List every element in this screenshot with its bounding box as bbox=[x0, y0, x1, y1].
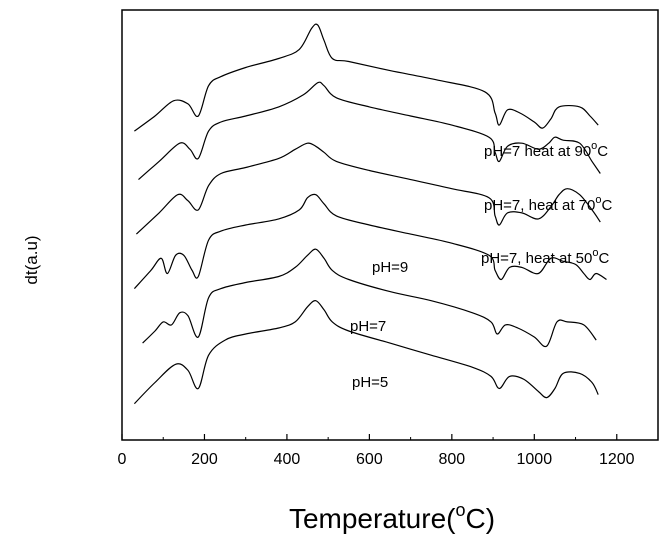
curve-label-degree: o bbox=[595, 194, 601, 206]
x-tick-label-1200: 1200 bbox=[599, 451, 635, 468]
y-axis-label: dt(a.u) bbox=[22, 235, 41, 284]
curve-1 bbox=[134, 23, 599, 132]
x-axis-label-unit: C) bbox=[465, 503, 495, 534]
curve-2 bbox=[138, 81, 601, 181]
x-axis-ticks: 0 200 400 600 800 1000 1200 bbox=[118, 434, 635, 468]
x-axis-label-degree: o bbox=[455, 500, 465, 520]
curve-label-main: pH=7 heat at 90 bbox=[484, 143, 591, 160]
curve-label-4: pH=9 bbox=[372, 259, 408, 276]
x-axis-label: Temperature(oC) bbox=[289, 500, 495, 534]
curve-label-degree: o bbox=[592, 247, 598, 259]
curve-label-unit: C bbox=[601, 197, 612, 214]
curve-label-1: pH=7 heat at 90oC bbox=[484, 140, 608, 160]
x-tick-label-200: 200 bbox=[191, 451, 218, 468]
curve-label-main: pH=9 bbox=[372, 259, 408, 276]
plot-frame bbox=[121, 9, 659, 441]
curve-label-5: pH=7 bbox=[350, 318, 386, 335]
curve-label-main: pH=7, heat at 50 bbox=[481, 250, 592, 267]
x-tick-label-0: 0 bbox=[118, 451, 127, 468]
curve-label-6: pH=5 bbox=[352, 374, 388, 391]
curve-5 bbox=[142, 248, 597, 348]
x-tick-label-400: 400 bbox=[274, 451, 301, 468]
curve-label-degree: o bbox=[591, 140, 597, 152]
curve-label-unit: C bbox=[597, 143, 608, 160]
curve-label-3: pH=7, heat at 50oC bbox=[481, 247, 609, 267]
curve-label-2: pH=7, heat at 70oC bbox=[484, 194, 612, 214]
curve-label-main: pH=7, heat at 70 bbox=[484, 197, 595, 214]
curve-6 bbox=[133, 300, 599, 405]
curve-label-main: pH=5 bbox=[352, 374, 388, 391]
curve-label-unit: C bbox=[598, 250, 609, 267]
curves bbox=[133, 23, 607, 405]
x-tick-label-600: 600 bbox=[356, 451, 383, 468]
x-axis-label-main: Temperature( bbox=[289, 503, 456, 534]
x-tick-label-1000: 1000 bbox=[517, 451, 553, 468]
curve-4 bbox=[133, 193, 607, 290]
curve-3 bbox=[135, 142, 601, 235]
x-tick-label-800: 800 bbox=[438, 451, 465, 468]
curve-label-main: pH=7 bbox=[350, 318, 386, 335]
